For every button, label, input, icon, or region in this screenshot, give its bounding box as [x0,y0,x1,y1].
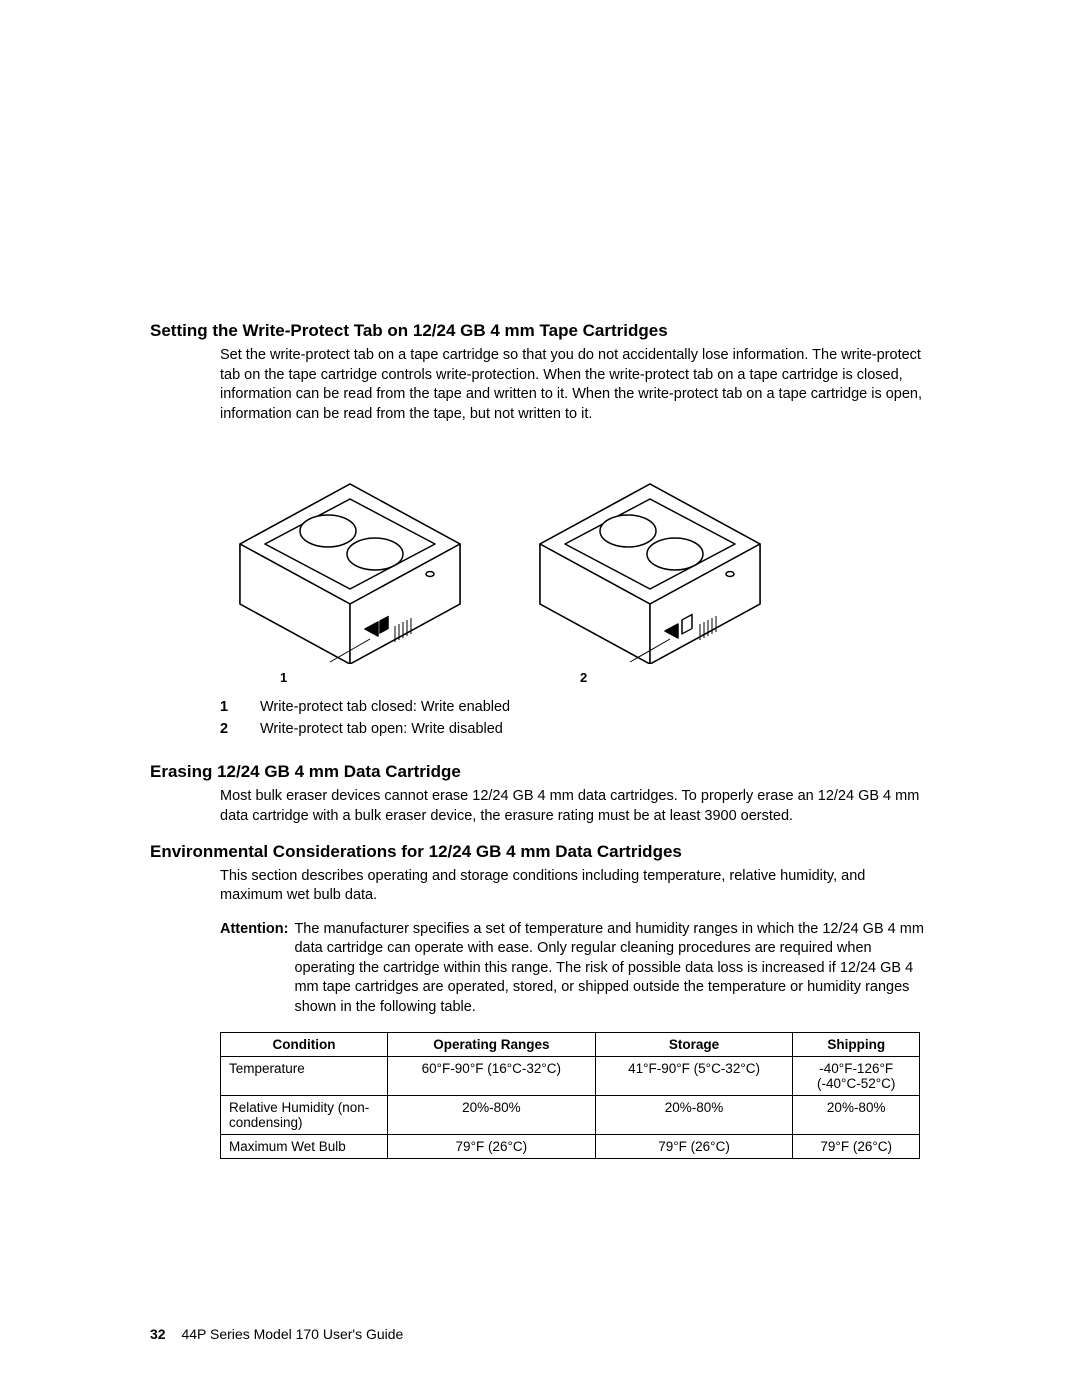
attention-block: Attention: The manufacturer specifies a … [220,920,930,1018]
figure-1-label: 1 [280,670,480,685]
page: Setting the Write-Protect Tab on 12/24 G… [0,0,1080,1397]
cell-temp-storage: 41°F-90°F (5°C-32°C) [595,1056,793,1095]
cell-rh-shipping: 20%-80% [793,1095,920,1134]
environmental-table: Condition Operating Ranges Storage Shipp… [220,1032,920,1159]
legend-text-1: Write-protect tab closed: Write enabled [260,699,510,715]
cell-wb-storage: 79°F (26°C) [595,1134,793,1158]
heading-write-protect: Setting the Write-Protect Tab on 12/24 G… [150,320,930,342]
figure-2: 2 [520,454,780,685]
table-row: Temperature 60°F-90°F (16°C-32°C) 41°F-9… [221,1056,920,1095]
legend-text-2: Write-protect tab open: Write disabled [260,721,503,737]
heading-environmental: Environmental Considerations for 12/24 G… [150,841,930,863]
cell-rh-cond: Relative Humidity (non-condensing) [221,1095,388,1134]
legend-row-2: 2 Write-protect tab open: Write disabled [220,721,930,737]
body-erasing: Most bulk eraser devices cannot erase 12… [220,787,930,826]
cartridge-closed-icon [220,454,480,664]
figure-2-label: 2 [580,670,780,685]
table-header-row: Condition Operating Ranges Storage Shipp… [221,1032,920,1056]
table-row: Relative Humidity (non-condensing) 20%-8… [221,1095,920,1134]
doc-title: 44P Series Model 170 User's Guide [181,1326,403,1342]
attention-label: Attention: [220,920,288,1018]
legend-row-1: 1 Write-protect tab closed: Write enable… [220,699,930,715]
cell-rh-storage: 20%-80% [595,1095,793,1134]
body-environmental: This section describes operating and sto… [220,867,930,906]
figure-1: 1 [220,454,480,685]
th-shipping: Shipping [793,1032,920,1056]
figure-row: 1 [220,454,930,685]
cell-wb-op: 79°F (26°C) [388,1134,596,1158]
legend-num-2: 2 [220,721,260,737]
cell-wb-cond: Maximum Wet Bulb [221,1134,388,1158]
figure-legend: 1 Write-protect tab closed: Write enable… [220,699,930,737]
cartridge-open-icon [520,454,780,664]
table-row: Maximum Wet Bulb 79°F (26°C) 79°F (26°C)… [221,1134,920,1158]
cell-wb-shipping: 79°F (26°C) [793,1134,920,1158]
heading-erasing: Erasing 12/24 GB 4 mm Data Cartridge [150,761,930,783]
page-number: 32 [150,1326,166,1342]
legend-num-1: 1 [220,699,260,715]
th-operating: Operating Ranges [388,1032,596,1056]
cell-rh-op: 20%-80% [388,1095,596,1134]
attention-text: The manufacturer specifies a set of temp… [294,920,930,1018]
cell-temp-shipping: -40°F-126°F (-40°C-52°C) [793,1056,920,1095]
th-storage: Storage [595,1032,793,1056]
cell-temp-op: 60°F-90°F (16°C-32°C) [388,1056,596,1095]
th-condition: Condition [221,1032,388,1056]
page-footer: 32 44P Series Model 170 User's Guide [150,1326,403,1342]
body-write-protect: Set the write-protect tab on a tape cart… [220,346,930,424]
cell-temp-cond: Temperature [221,1056,388,1095]
